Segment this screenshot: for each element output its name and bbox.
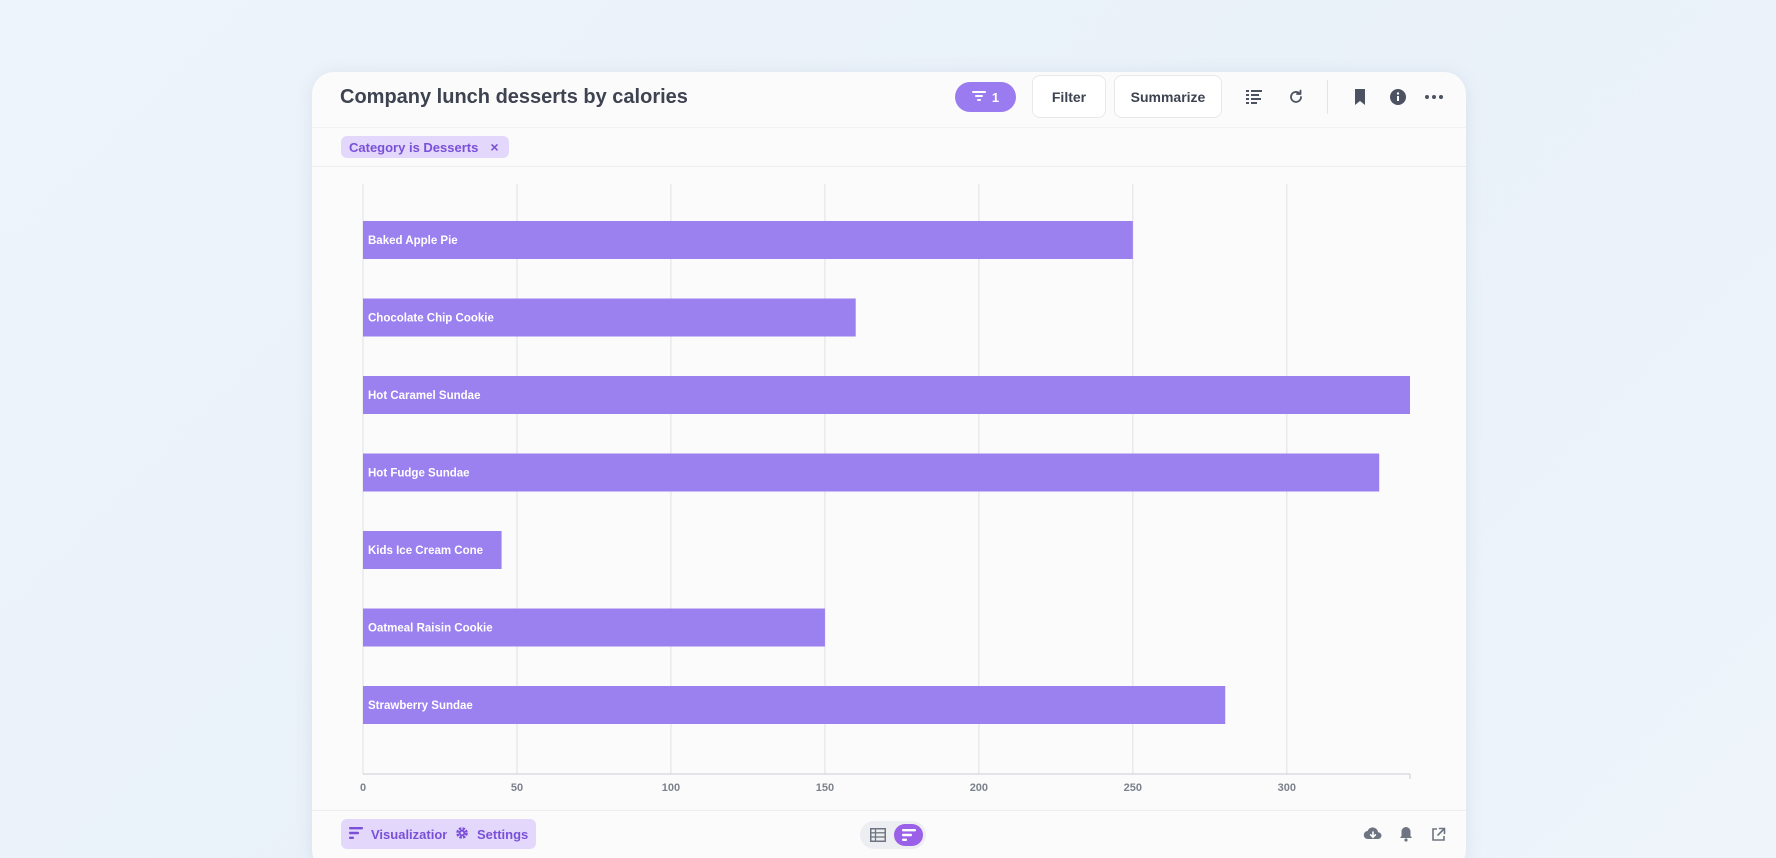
bar [363,686,1226,724]
filter-button[interactable]: Filter [1032,75,1106,118]
bookmark-icon[interactable] [1348,85,1372,109]
bar-chart-icon[interactable] [894,824,923,846]
bar-label: Chocolate Chip Cookie [368,313,494,325]
bar [363,453,1380,492]
more-icon[interactable] [1422,85,1446,109]
share-icon[interactable] [1427,823,1449,845]
gear-icon [455,826,469,843]
filter-pill[interactable]: Category is Desserts × [341,136,509,158]
filter-pill-label: Category is Desserts [349,139,479,155]
visualization-button[interactable]: Visualization [341,819,459,849]
info-icon[interactable] [1386,85,1410,109]
download-icon[interactable] [1362,823,1384,845]
bar-chart-icon [349,826,363,842]
page-title: Company lunch desserts by calories [340,86,688,108]
settings-label: Settings [477,826,529,842]
bar-label: Oatmeal Raisin Cookie [368,623,493,635]
filter-bar: Category is Desserts × [312,127,1466,167]
bell-icon[interactable] [1395,823,1417,845]
bar-label: Strawberry Sundae [368,700,473,712]
refresh-icon[interactable] [1284,85,1308,109]
filter-count-button[interactable]: 1 [955,82,1016,112]
bar-chart: 0 50 100 150 200 250 300 Baked Apple Pie Chocola… [360,184,1411,794]
bar-label: Hot Fudge Sundae [368,468,470,480]
bar [363,531,502,569]
table-icon[interactable] [863,824,892,846]
settings-button[interactable]: Settings [447,819,537,849]
bar-label: Baked Apple Pie [368,235,458,247]
visualization-label: Visualization [371,826,451,842]
notebook-editor-icon[interactable] [1242,85,1266,109]
filter-count-label: 1 [991,89,1000,105]
header-divider [1327,80,1328,114]
x-tick-label: 50 [511,782,523,794]
filter-icon [971,90,986,105]
x-tick-label: 200 [970,782,988,794]
view-toggle [860,821,926,849]
x-tick-label: 150 [816,782,834,794]
bar [363,221,1133,259]
bar [363,298,856,337]
bar [363,608,825,647]
x-tick-label: 300 [1278,782,1296,794]
bar-label: Hot Caramel Sundae [368,390,480,402]
question-footer: Visualization Settings [312,810,1466,858]
x-tick-label: 100 [662,782,680,794]
x-tick-label: 250 [1124,782,1142,794]
x-tick-label: 0 [360,782,366,794]
question-card: Company lunch desserts by calories 1 Fil… [312,72,1466,858]
bar-label: Kids Ice Cream Cone [368,545,483,557]
question-header: Company lunch desserts by calories 1 Fil… [312,72,1466,127]
close-icon[interactable]: × [490,139,499,155]
summarize-button[interactable]: Summarize [1114,75,1222,118]
bar [363,376,1410,414]
